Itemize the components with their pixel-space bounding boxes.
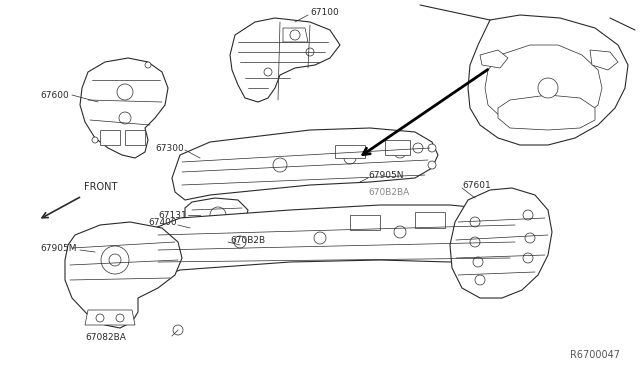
Circle shape xyxy=(470,217,480,227)
Circle shape xyxy=(344,152,356,164)
Circle shape xyxy=(92,137,98,143)
Circle shape xyxy=(173,325,183,335)
Polygon shape xyxy=(65,222,182,328)
Text: 67300: 67300 xyxy=(155,144,184,153)
Polygon shape xyxy=(335,145,365,158)
Text: 67400: 67400 xyxy=(148,218,177,227)
Circle shape xyxy=(428,161,436,169)
Circle shape xyxy=(119,112,131,124)
Polygon shape xyxy=(125,130,145,145)
Text: 670B2B: 670B2B xyxy=(230,235,265,244)
Polygon shape xyxy=(100,130,120,145)
Polygon shape xyxy=(80,58,168,158)
Circle shape xyxy=(525,233,535,243)
Polygon shape xyxy=(85,310,135,325)
Polygon shape xyxy=(185,198,248,232)
Circle shape xyxy=(465,223,475,233)
Text: R6700047: R6700047 xyxy=(570,350,620,360)
Polygon shape xyxy=(480,50,508,68)
Text: 670B2BA: 670B2BA xyxy=(368,187,409,196)
Circle shape xyxy=(264,68,272,76)
Circle shape xyxy=(101,246,129,274)
Text: 67100: 67100 xyxy=(310,7,339,16)
Circle shape xyxy=(109,254,121,266)
Circle shape xyxy=(428,144,436,152)
Polygon shape xyxy=(385,140,410,155)
Text: 67601: 67601 xyxy=(462,180,491,189)
Circle shape xyxy=(306,48,314,56)
Polygon shape xyxy=(148,205,525,278)
Polygon shape xyxy=(485,45,602,125)
Circle shape xyxy=(495,220,505,230)
Circle shape xyxy=(475,275,485,285)
Circle shape xyxy=(523,210,533,220)
Polygon shape xyxy=(468,15,628,145)
Circle shape xyxy=(96,314,104,322)
Circle shape xyxy=(413,143,423,153)
Circle shape xyxy=(394,226,406,238)
Polygon shape xyxy=(415,212,445,228)
Polygon shape xyxy=(350,215,380,230)
Circle shape xyxy=(470,237,480,247)
Text: 67131: 67131 xyxy=(158,211,187,219)
Polygon shape xyxy=(230,18,340,102)
Circle shape xyxy=(290,30,300,40)
Polygon shape xyxy=(172,128,438,200)
Polygon shape xyxy=(590,50,618,70)
Circle shape xyxy=(163,267,173,277)
Text: 67905N: 67905N xyxy=(368,170,403,180)
Circle shape xyxy=(117,84,133,100)
Circle shape xyxy=(473,257,483,267)
Polygon shape xyxy=(283,28,308,42)
Circle shape xyxy=(210,207,226,223)
Circle shape xyxy=(394,146,406,158)
Circle shape xyxy=(234,236,246,248)
Circle shape xyxy=(314,232,326,244)
Circle shape xyxy=(116,314,124,322)
Circle shape xyxy=(273,158,287,172)
Text: 67905M: 67905M xyxy=(40,244,77,253)
Text: 67600: 67600 xyxy=(40,90,68,99)
Circle shape xyxy=(145,62,151,68)
Polygon shape xyxy=(498,95,595,130)
Circle shape xyxy=(538,78,558,98)
Text: 67082BA: 67082BA xyxy=(85,334,126,343)
Text: FRONT: FRONT xyxy=(84,182,117,192)
Circle shape xyxy=(523,253,533,263)
Polygon shape xyxy=(450,188,552,298)
